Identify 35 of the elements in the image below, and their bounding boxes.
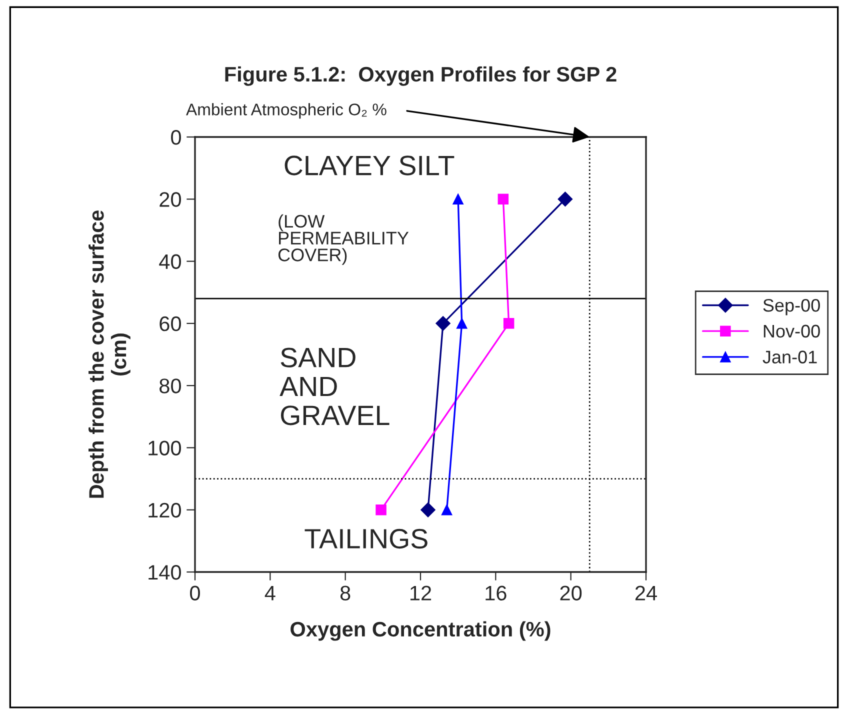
y-tick-label: 140 [148, 565, 181, 580]
point [503, 318, 514, 329]
x-axis-title: Oxygen Concentration (%) [290, 621, 550, 641]
point [436, 316, 450, 331]
annotation: SAND AND GRAVEL [280, 348, 390, 426]
chart-title: Figure 5.1.2: Oxygen Profiles for SGP 2 [225, 66, 616, 86]
point [376, 504, 386, 516]
y-tick-label: 0 [171, 130, 181, 145]
x-tick-label: 20 [560, 586, 582, 600]
point [452, 194, 464, 205]
legend-label: Sep-00 [763, 298, 820, 316]
y-tick-label: 120 [148, 502, 181, 518]
point [420, 502, 436, 518]
point [441, 504, 452, 516]
y-axis-title: Depth from the cover surface (cm) [88, 210, 130, 498]
annotation: (LOW PERMEABILITY COVER) [278, 214, 409, 265]
annotation: CLAYEY SILT [284, 156, 454, 176]
x-tick-label: 12 [410, 586, 432, 600]
point [558, 192, 573, 207]
y-tick-label: 40 [159, 254, 181, 270]
annotation: Ambient Atmospheric O₂ % [186, 103, 386, 119]
legend-label: Jan-01 [762, 350, 817, 364]
legend-label: Nov-00 [764, 324, 820, 338]
point [456, 318, 468, 329]
x-tick-label: 4 [264, 586, 276, 600]
x-tick-label: 0 [190, 586, 200, 600]
point [498, 194, 509, 205]
y-tick-label: 80 [160, 378, 181, 394]
x-tick-label: 24 [635, 586, 657, 600]
annotation: TAILINGS [304, 528, 428, 549]
y-tick-label: 20 [160, 192, 181, 207]
y-tick-label: 100 [148, 440, 181, 456]
x-tick-label: 16 [486, 586, 506, 600]
x-tick-label: 8 [340, 586, 350, 600]
y-tick-label: 60 [160, 316, 181, 332]
